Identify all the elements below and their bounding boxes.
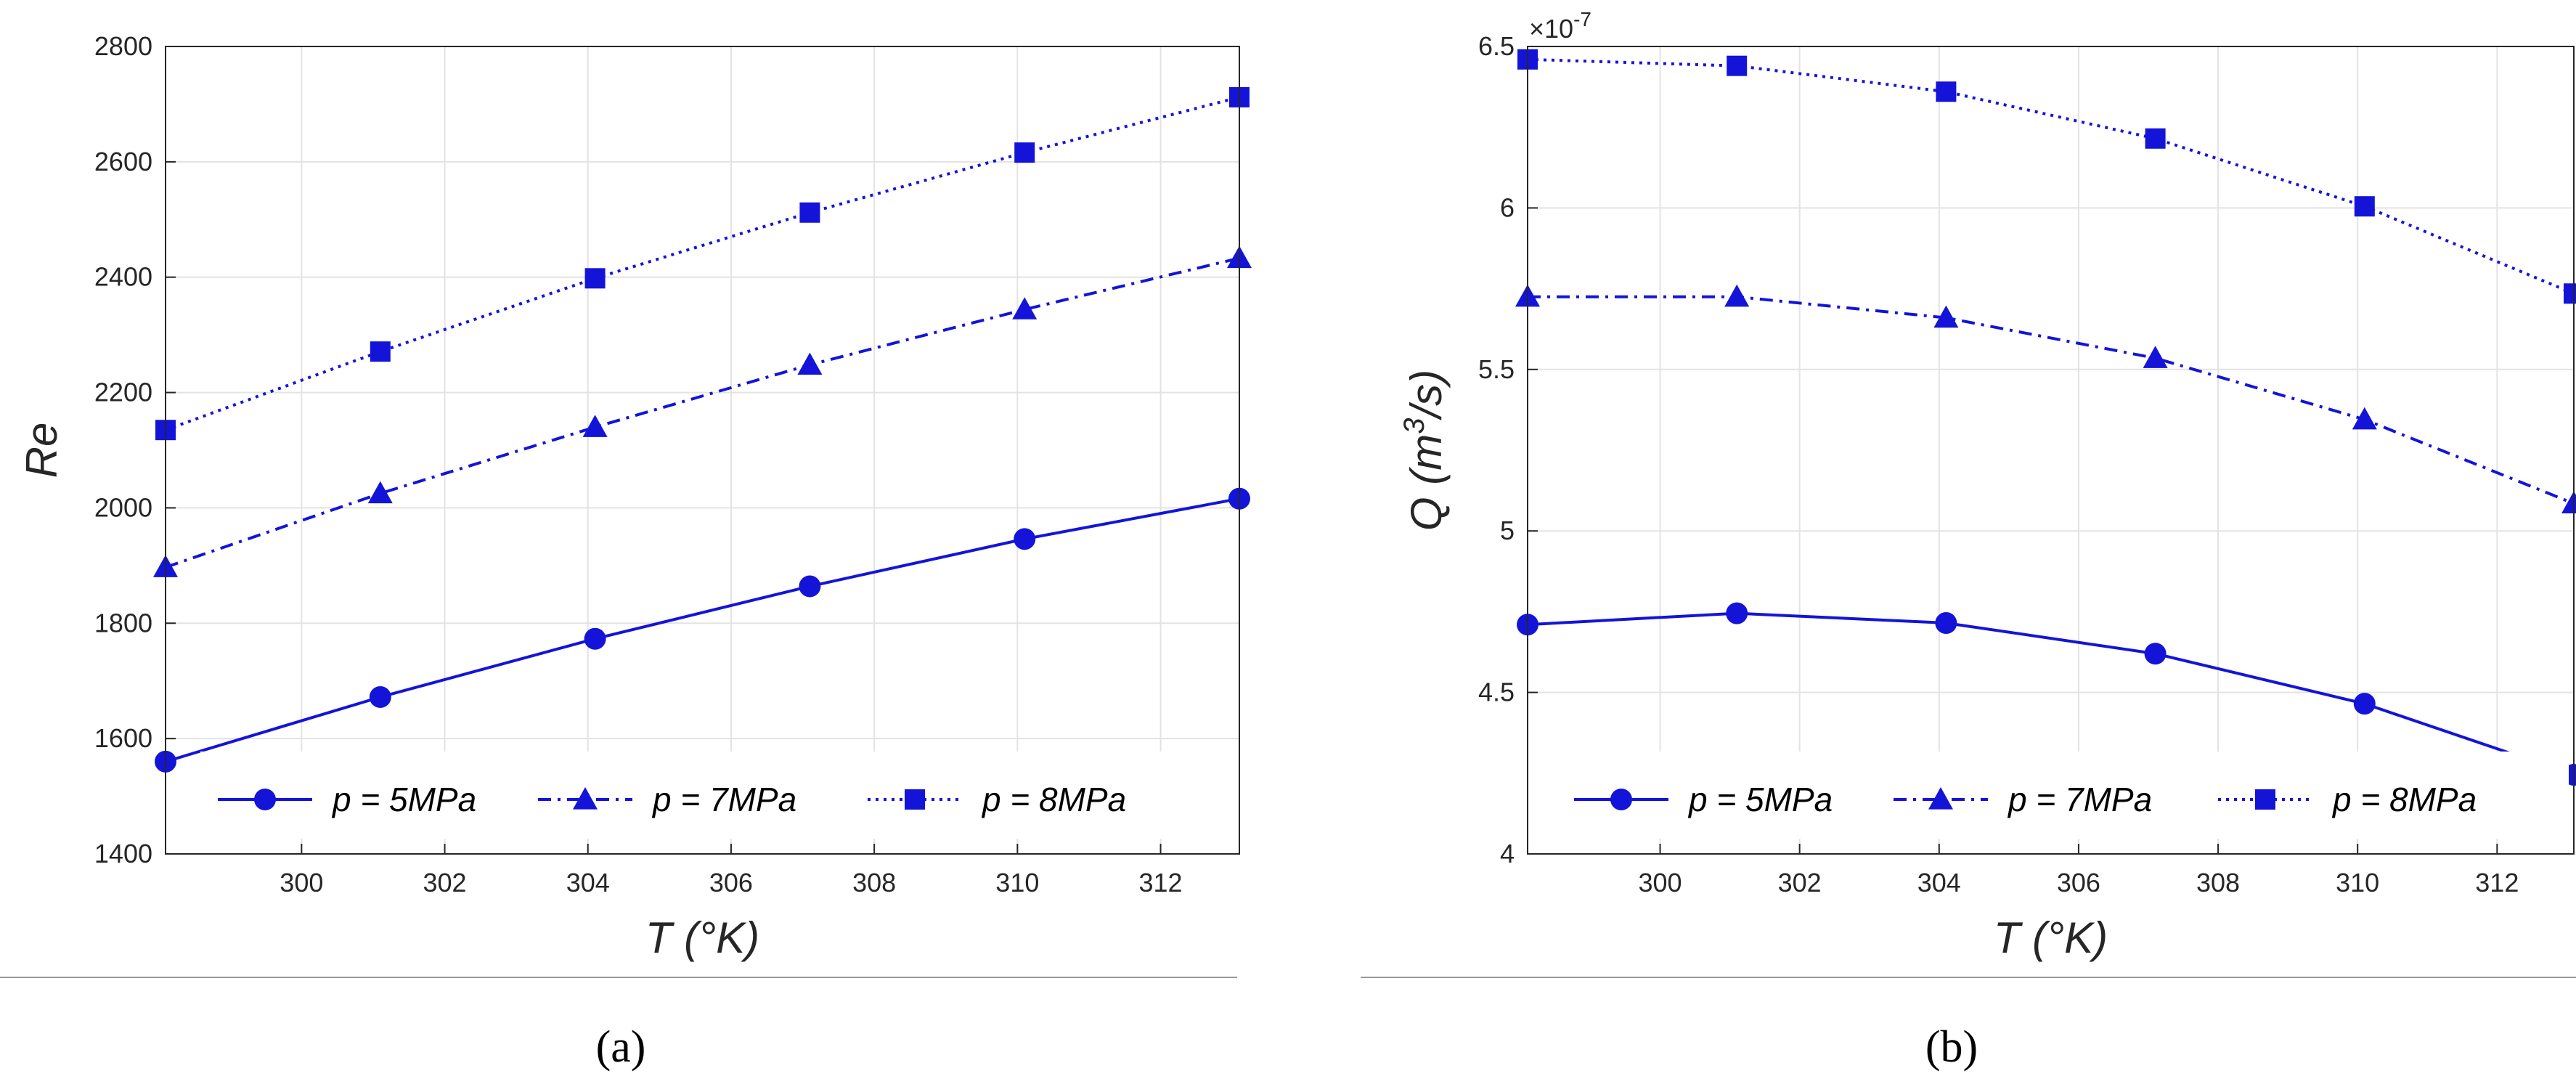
x-tick-label: 308: [852, 868, 896, 897]
legend-marker: [1610, 789, 1632, 810]
y-tick-label: 6.5: [1478, 31, 1515, 61]
x-tick-label: 304: [1917, 868, 1961, 897]
y-tick-label: 5: [1500, 516, 1515, 545]
legend-box: [1560, 752, 2569, 839]
y-tick-label: 2200: [94, 378, 152, 407]
x-tick-label: 306: [709, 868, 753, 897]
y-tick-label: 5.5: [1478, 354, 1515, 384]
legend-marker: [2255, 789, 2275, 810]
panel-caption: (a): [596, 1022, 646, 1072]
legend-label: p = 8MPa: [981, 781, 1126, 818]
panel-a: 300 302 304 306 308 310 312 1400 1600 1800 2000 220…: [0, 31, 1252, 1072]
x-tick-label: 306: [2057, 868, 2100, 897]
legend-label: p = 7MPa: [2007, 781, 2152, 818]
data-point: [1724, 284, 1750, 307]
y-tick-label: 1600: [94, 723, 152, 753]
x-axis-title: T (°K): [1994, 913, 2108, 962]
series-line-3: [1527, 57, 2575, 296]
plot-frame: [165, 46, 1240, 855]
y-tick-label: 1400: [94, 839, 152, 868]
y-axis-multiplier: ×10-7: [1529, 8, 1591, 44]
data-point: [369, 685, 391, 708]
data-point: [2352, 407, 2377, 430]
plot-area: [166, 46, 1239, 854]
x-tick-label: 300: [280, 868, 323, 897]
plot-frame: [1527, 46, 2575, 855]
x-tick-label: 310: [2336, 868, 2379, 897]
data-point: [1012, 297, 1038, 319]
data-point: [582, 415, 608, 437]
x-tick-label: 310: [995, 868, 1039, 897]
y-tick-label: 2400: [94, 262, 152, 292]
data-point: [584, 268, 606, 289]
data-point: [799, 575, 821, 598]
data-point: [799, 202, 820, 223]
series-line-3: [165, 95, 1240, 432]
data-point: [1935, 611, 1957, 634]
x-tick-label: 302: [423, 868, 467, 897]
data-point: [1014, 528, 1036, 550]
series-line-1: [1527, 611, 2575, 776]
x-axis-title: T (°K): [645, 913, 759, 962]
y-tick-label: 2600: [94, 147, 152, 176]
tick-labels: 300 302 304 306 308 310 312 4 4.5 5 5.5 6 6.5: [1478, 31, 2519, 897]
y-tick-label: 1800: [94, 608, 152, 638]
series-line-2: [165, 256, 1240, 569]
data-point: [370, 341, 391, 362]
y-tick-label: 6: [1500, 192, 1515, 222]
gridlines: [166, 46, 1239, 855]
data-point: [1726, 602, 1748, 624]
data-point: [2561, 491, 2576, 513]
data-point: [2144, 643, 2167, 665]
panel-b: 300 302 304 306 308 310 312 4 4.5 5 5.5 6 6.5 T (°K)…: [1361, 8, 2576, 1072]
panel-caption: (b): [1925, 1022, 1978, 1072]
legend-marker: [573, 787, 598, 810]
plot-area: [1528, 46, 2574, 854]
y-tick-label: 4: [1500, 839, 1515, 868]
legend-marker: [1928, 787, 1953, 810]
legend-label: p = 5MPa: [331, 781, 476, 818]
x-tick-label: 308: [2196, 868, 2240, 897]
data-point: [2354, 196, 2375, 217]
legend: p = 5MPa p = 7MPa p = 8MPa: [200, 752, 1217, 839]
data-point: [797, 352, 823, 375]
series-line-2: [1528, 295, 2575, 505]
x-tick-label: 304: [566, 868, 610, 897]
x-tick-label: 300: [1638, 868, 1682, 897]
data-point: [2145, 128, 2166, 149]
y-tick-label: 2000: [94, 492, 152, 522]
data-point: [1014, 142, 1035, 163]
legend-label: p = 5MPa: [1687, 781, 1833, 818]
legend-marker: [254, 789, 276, 810]
data-point: [1727, 55, 1748, 76]
data-point: [1936, 81, 1957, 102]
y-axis-title: Re: [17, 423, 66, 479]
y-tick-label: 2800: [94, 31, 152, 61]
data-point: [2353, 693, 2376, 715]
y-axis-title: Q (m3/s): [1398, 370, 1451, 531]
series-line-1: [165, 497, 1240, 763]
x-tick-label: 312: [1139, 868, 1183, 897]
legend: p = 5MPa p = 7MPa p = 8MPa: [1560, 752, 2569, 839]
data-point: [1933, 305, 1959, 328]
data-point: [367, 481, 393, 504]
x-tick-label: 312: [2475, 868, 2519, 897]
legend-marker: [905, 789, 925, 810]
data-point: [2143, 346, 2168, 368]
tick-labels: 300 302 304 306 308 310 312 1400 1600 1800 2000 220…: [94, 31, 1183, 897]
data-point: [2564, 283, 2576, 304]
legend-label: p = 7MPa: [651, 781, 796, 818]
y-tick-label: 4.5: [1478, 677, 1515, 707]
legend-box: [200, 752, 1217, 839]
x-tick-label: 302: [1778, 868, 1822, 897]
legend-label: p = 8MPa: [2331, 781, 2477, 818]
data-point: [584, 627, 606, 650]
